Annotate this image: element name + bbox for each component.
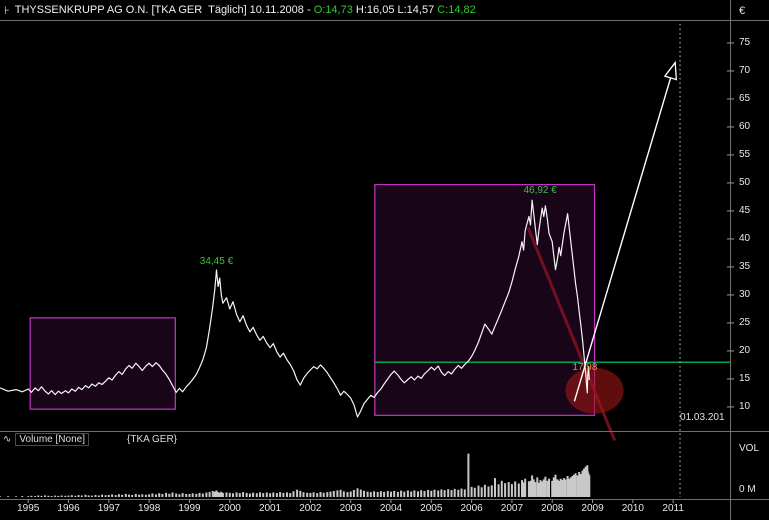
volume-zero-label: 0 M (739, 484, 756, 495)
volume-pane-header: ∿ Volume [None] {TKA GER} (3, 433, 177, 446)
volume-instrument-label: {TKA GER} (127, 434, 178, 445)
volume-indicator-label[interactable]: Volume [None] (15, 433, 89, 446)
chart-link-icon[interactable]: ⊦ (4, 4, 10, 17)
title-segment: THYSSENKRUPP AG O.N. [TKA GER Täglich] 1… (14, 4, 314, 16)
title-segment: H:16,05 L:14,57 (355, 4, 438, 16)
indicator-curve-icon: ∿ (3, 434, 12, 445)
title-segment: C:14,82 (437, 4, 476, 16)
volume-axis-label: VOL (739, 443, 760, 454)
chart-title: THYSSENKRUPP AG O.N. [TKA GER Täglich] 1… (15, 4, 476, 16)
title-segment: O:14,73 (313, 4, 356, 16)
price-axis-currency: € (739, 5, 746, 17)
chart-titlebar: ⊦ THYSSENKRUPP AG O.N. [TKA GER Täglich]… (0, 0, 734, 20)
